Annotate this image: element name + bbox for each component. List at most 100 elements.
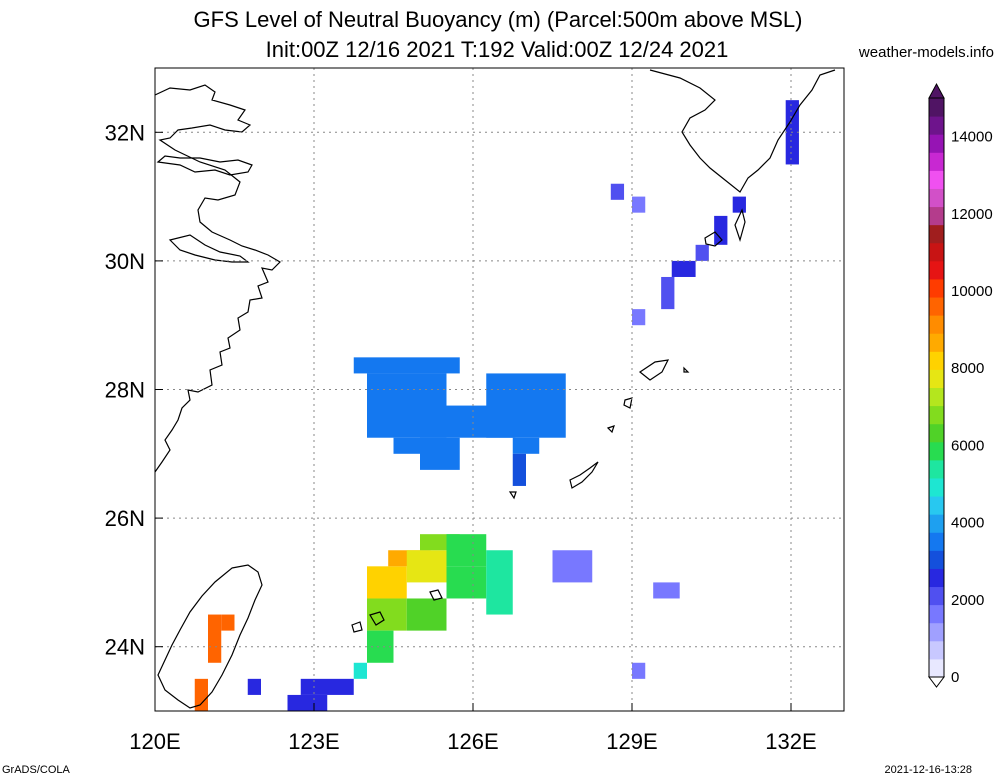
data-cell	[406, 550, 447, 583]
colorbar-tick-label: 2000	[951, 592, 984, 609]
taiwan-outline	[157, 564, 263, 709]
colorbar-segment	[929, 423, 944, 443]
colorbar-segment	[929, 459, 944, 479]
hangzhou-bay	[168, 234, 250, 263]
y-tick-label: 28N	[105, 378, 145, 403]
colorbar-tick-label: 12000	[951, 206, 993, 223]
data-cells	[194, 100, 799, 711]
x-axis-ticks: 120E 123E 126E 129E 132E	[129, 703, 817, 754]
gridlines	[155, 68, 844, 711]
data-cell	[194, 678, 208, 711]
data-cell	[208, 614, 222, 663]
x-tick-label: 129E	[606, 729, 657, 754]
chart-title-line1: GFS Level of Neutral Buoyancy (m) (Parce…	[193, 7, 803, 32]
data-cell	[632, 196, 646, 213]
data-cell	[353, 662, 367, 679]
y-tick-label: 24N	[105, 635, 145, 660]
shanghai-estuary	[156, 155, 253, 176]
x-tick-label: 123E	[288, 729, 339, 754]
colorbar-segment	[929, 297, 944, 316]
data-cell	[695, 244, 709, 261]
colorbar-segment	[929, 224, 944, 244]
data-cell	[247, 678, 261, 695]
data-cell	[512, 453, 526, 486]
colorbar-segment	[929, 514, 944, 533]
colorbar-segment	[929, 260, 944, 280]
colorbar-segment	[929, 242, 944, 262]
ishigaki-island	[369, 611, 385, 626]
data-cell	[221, 614, 235, 631]
amami-oshima-island	[638, 359, 670, 381]
colorbar-segment	[929, 369, 944, 388]
data-cell	[714, 215, 728, 245]
y-axis-ticks: 24N 26N 28N 30N 32N	[105, 120, 163, 660]
data-cell	[367, 598, 407, 631]
data-cell	[610, 183, 625, 200]
colorbar-frame	[928, 97, 945, 678]
colorbar-segment	[929, 278, 944, 298]
data-cell	[446, 566, 487, 599]
colorbar-segment	[929, 206, 944, 226]
colorbar-segment	[929, 98, 944, 117]
x-tick-label: 126E	[447, 729, 498, 754]
data-cell	[446, 534, 487, 567]
colorbar-tick-label: 10000	[951, 283, 993, 300]
colorbar-segment	[929, 188, 944, 208]
colorbar-tick-label: 0	[951, 669, 959, 686]
colorbar-segment	[929, 134, 944, 153]
colorbar-segment	[929, 315, 944, 334]
data-cell	[367, 566, 407, 599]
data-cell	[661, 276, 675, 310]
colorbar: 0 2000 4000 6000 8000 10000 12000 14000	[928, 82, 993, 688]
colorbar-segment	[929, 351, 944, 370]
colorbar-tick-label: 14000	[951, 129, 993, 146]
colorbar-segment	[929, 604, 944, 624]
colorbar-segment	[929, 387, 944, 407]
data-cell	[732, 196, 746, 213]
data-cell	[406, 598, 447, 631]
okinawa-island	[569, 461, 599, 489]
colorbar-segment	[929, 622, 944, 642]
data-cell	[512, 437, 540, 454]
colorbar-segment	[929, 568, 944, 588]
data-cell	[300, 678, 354, 695]
colorbar-segment	[929, 532, 944, 551]
colorbar-segment	[929, 333, 944, 352]
yakushima-island	[704, 231, 723, 247]
data-cell	[632, 309, 646, 326]
data-cell	[353, 357, 460, 374]
data-cell	[420, 437, 460, 470]
colorbar-segment	[929, 640, 944, 660]
x-tick-label: 132E	[765, 729, 816, 754]
small-islands	[351, 366, 690, 633]
data-cell	[671, 260, 696, 277]
colorbar-segment	[929, 170, 944, 189]
china-coastline	[154, 84, 281, 473]
colorbar-segment	[929, 496, 944, 515]
colorbar-max-arrow	[928, 82, 945, 99]
data-cell	[632, 662, 646, 679]
miyako-island	[429, 589, 443, 601]
colorbar-segment	[929, 405, 944, 425]
y-tick-label: 26N	[105, 506, 145, 531]
chart-title-line2: Init:00Z 12/16 2021 T:192 Valid:00Z 12/2…	[265, 37, 729, 62]
colorbar-tick-label: 8000	[951, 360, 984, 377]
colorbar-segment	[929, 550, 944, 569]
coastlines	[154, 69, 836, 709]
colorbar-segment	[929, 116, 944, 135]
x-tick-label: 120E	[129, 729, 180, 754]
source-label: weather-models.info	[858, 44, 994, 61]
y-tick-label: 32N	[105, 120, 145, 145]
colorbar-segment	[929, 658, 944, 678]
footer-right: 2021-12-16-13:28	[884, 764, 972, 776]
footer-left: GrADS/COLA	[2, 764, 70, 776]
colorbar-min-arrow	[928, 676, 945, 688]
colorbar-segment	[929, 152, 944, 171]
colorbar-tick-label: 4000	[951, 515, 984, 532]
colorbar-segment	[929, 441, 944, 461]
colorbar-segment	[929, 477, 944, 497]
data-cell	[486, 373, 566, 438]
data-cell	[552, 550, 593, 583]
data-cell	[367, 373, 447, 438]
